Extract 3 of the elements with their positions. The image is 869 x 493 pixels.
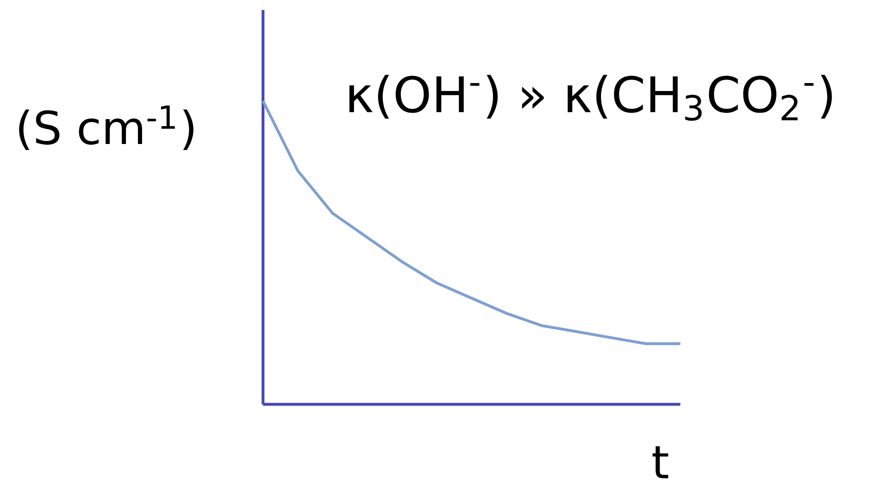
x-axis-title: t bbox=[652, 446, 668, 478]
annotation: κ(OH$^{-}$) » κ(CH$_{3}$CO$_{2}$$^{-}$) bbox=[349, 74, 832, 121]
y-axis-title: (S cm$^{-1}$) bbox=[19, 105, 194, 150]
